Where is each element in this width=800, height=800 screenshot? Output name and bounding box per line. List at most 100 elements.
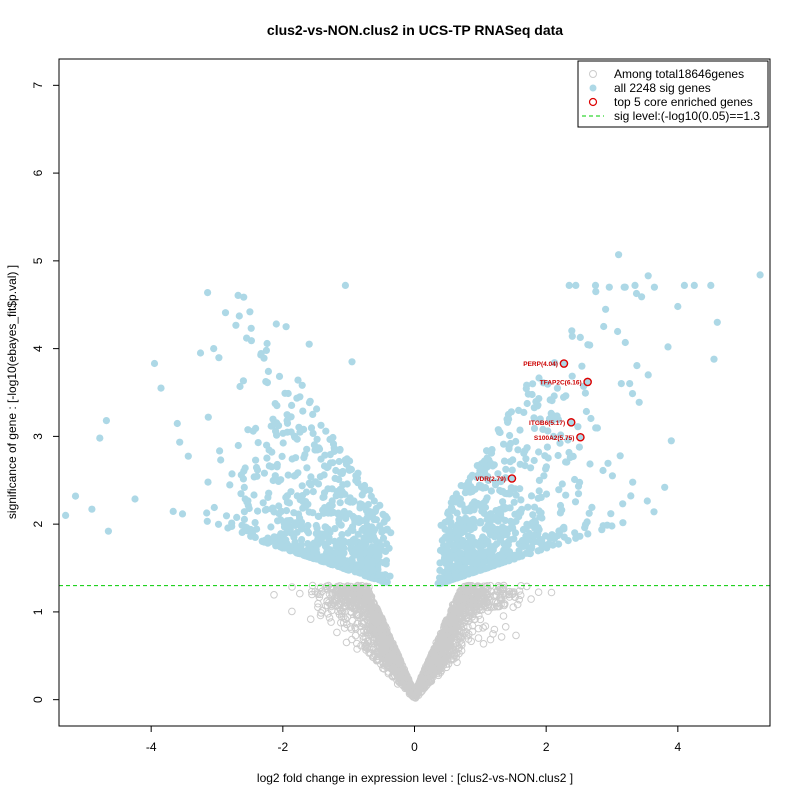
sig-point	[315, 512, 323, 521]
sig-point	[293, 528, 301, 536]
nonsig-point	[391, 667, 400, 676]
nonsig-point	[456, 602, 465, 610]
sig-point-extreme	[756, 271, 764, 279]
sig-point	[340, 549, 348, 557]
sig-point-extreme	[96, 434, 104, 442]
sig-point	[564, 436, 572, 444]
sig-point	[291, 433, 299, 441]
sig-point	[535, 448, 543, 456]
sig-point	[635, 398, 643, 406]
sig-point	[556, 501, 565, 510]
sig-point	[608, 522, 616, 530]
y-tick-label: 1	[31, 608, 45, 615]
sig-point	[369, 566, 377, 574]
sig-point	[277, 530, 285, 538]
nonsig-point	[327, 618, 335, 626]
sig-point	[510, 498, 518, 506]
legend-box	[577, 60, 769, 128]
nonsig-point	[375, 639, 384, 647]
sig-point	[268, 448, 276, 456]
nonsig-point	[432, 667, 441, 675]
sig-point	[321, 530, 330, 538]
nonsig-point	[353, 639, 361, 648]
sig-point	[292, 454, 300, 462]
sig-point	[332, 549, 340, 557]
nonsig-point	[446, 630, 455, 638]
nonsig-point	[343, 582, 352, 590]
nonsig-point	[316, 611, 325, 620]
sig-point	[335, 457, 343, 466]
nonsig-point	[463, 590, 471, 598]
sig-point	[313, 435, 321, 443]
core-genes-layer: PERP(4.04) TFAP2C(6.16) ITGB6(5.17) S100A2(…	[475, 359, 592, 483]
nonsig-point	[462, 616, 470, 624]
nonsig-point	[340, 624, 349, 632]
nonsig-point	[434, 639, 442, 648]
sig-point	[317, 421, 325, 429]
sig-point	[487, 531, 495, 539]
nonsig-point	[449, 643, 458, 651]
sig-point	[350, 535, 359, 543]
sig-point	[538, 536, 546, 544]
sig-point	[528, 390, 536, 399]
sig-point	[588, 503, 596, 511]
sig-point	[494, 470, 502, 478]
sig-point	[516, 460, 524, 468]
sig-point	[566, 453, 574, 461]
sig-point-extreme	[621, 283, 629, 291]
nonsig-point	[441, 618, 450, 627]
sig-point	[176, 438, 184, 446]
core-gene-point	[566, 418, 576, 427]
sig-point	[330, 444, 338, 452]
x-axis-title: log2 fold change in expression level : […	[257, 771, 573, 785]
sig-point	[604, 459, 612, 467]
sig-point	[326, 451, 334, 459]
nonsig-point	[361, 609, 370, 617]
sig-point	[535, 395, 543, 403]
sig-point	[445, 529, 453, 537]
nonsig-point	[398, 669, 407, 678]
nonsig-point	[333, 601, 342, 610]
plot-frame	[58, 58, 771, 727]
sig-point	[602, 305, 610, 313]
nonsig-point	[382, 653, 391, 661]
sig-point	[530, 424, 539, 432]
nonsig-point	[465, 611, 474, 619]
nonsig-point	[433, 650, 441, 658]
sig-point	[333, 488, 341, 496]
sig-point	[233, 513, 241, 522]
sig-point	[484, 473, 492, 481]
sig-point	[240, 483, 248, 491]
nonsig-point	[470, 605, 479, 613]
sig-point	[216, 447, 224, 455]
sig-point	[520, 408, 528, 416]
sig-point	[234, 291, 242, 299]
sig-point	[275, 502, 283, 510]
sig-point	[553, 384, 562, 392]
sig-point	[222, 512, 231, 520]
sig-point	[467, 565, 475, 573]
sig-point	[530, 456, 538, 465]
nonsig-point	[306, 615, 315, 624]
sig-point	[497, 478, 505, 486]
sig-point	[309, 488, 317, 496]
sig-point	[518, 505, 526, 513]
sig-point	[203, 517, 211, 525]
sig-point	[584, 530, 592, 538]
sig-point	[173, 419, 181, 428]
nonsig-point	[382, 660, 390, 669]
nonsig-point	[450, 614, 459, 623]
sig-point	[234, 441, 242, 450]
sig-point-extreme	[638, 293, 646, 301]
legend: Among total18646genes all 2248 sig genes…	[577, 60, 769, 128]
sig-point	[295, 423, 303, 431]
sig-point	[483, 447, 491, 455]
sig-point-extreme	[661, 483, 669, 491]
sig-point-extreme	[305, 340, 313, 348]
sig-point-extreme	[572, 281, 580, 289]
sig-point	[327, 560, 335, 568]
nonsig-point	[323, 597, 332, 606]
x-tick-label: 4	[674, 740, 681, 754]
sig-point	[483, 494, 491, 502]
nonsig-point	[328, 597, 337, 605]
